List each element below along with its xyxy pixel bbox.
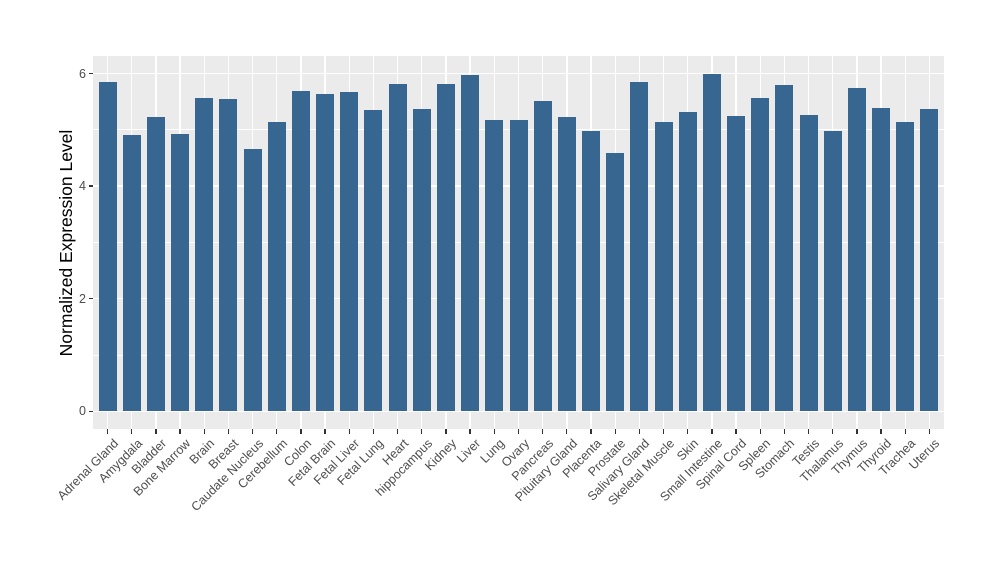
x-tick-mark: [517, 429, 520, 434]
y-tick-mark: [88, 72, 93, 75]
bar: [340, 92, 359, 412]
bar: [436, 83, 455, 412]
x-tick-mark: [469, 429, 471, 434]
bar: [654, 122, 673, 412]
x-tick-mark: [590, 429, 592, 434]
x-tick-mark: [445, 429, 447, 434]
x-tick-mark: [106, 429, 109, 434]
bar: [291, 90, 310, 412]
bar: [920, 108, 939, 412]
bar: [316, 93, 335, 412]
x-tick-mark: [179, 429, 181, 434]
y-tick-mark: [88, 410, 93, 412]
bar: [98, 81, 117, 412]
bar: [799, 115, 818, 412]
bar: [461, 75, 480, 412]
x-tick-mark: [711, 429, 713, 434]
x-tick-mark: [687, 429, 689, 434]
y-tick-label: 6: [79, 66, 86, 81]
x-tick-mark: [832, 429, 834, 434]
x-tick-mark: [928, 429, 931, 434]
x-tick-mark: [324, 429, 326, 434]
bar: [606, 152, 625, 412]
y-tick-mark: [88, 185, 93, 187]
x-tick-mark: [421, 429, 423, 434]
bar: [267, 122, 286, 412]
bar: [702, 74, 721, 412]
y-tick-label: 0: [79, 404, 86, 419]
bar: [509, 120, 528, 412]
x-tick-mark: [856, 429, 858, 434]
bar: [751, 97, 770, 412]
y-axis-title: Normalized Expression Level: [56, 129, 76, 357]
x-tick-mark: [493, 429, 495, 434]
x-tick-mark: [372, 429, 375, 434]
x-tick-mark: [300, 429, 302, 434]
y-tick-label: 2: [79, 291, 86, 306]
bar: [195, 98, 214, 412]
x-tick-mark: [155, 429, 157, 434]
x-tick-mark: [251, 429, 254, 434]
bar: [533, 101, 552, 412]
bar: [485, 120, 504, 412]
bar: [582, 130, 601, 412]
bar: [847, 88, 866, 412]
bar: [146, 117, 165, 412]
x-tick-mark: [203, 429, 205, 434]
x-tick-mark: [783, 429, 786, 434]
bar: [388, 83, 407, 412]
x-tick-mark: [566, 429, 568, 434]
bar: [896, 122, 915, 412]
x-tick-mark: [348, 429, 350, 434]
bar: [171, 133, 190, 412]
bar: [122, 135, 141, 412]
x-tick-mark: [662, 429, 665, 434]
bar: [630, 81, 649, 412]
bar: [775, 84, 794, 412]
bar: [364, 110, 383, 412]
y-tick-label: 4: [79, 179, 86, 194]
x-tick-mark: [904, 429, 906, 434]
bar: [243, 148, 262, 412]
x-tick-mark: [735, 429, 737, 434]
bar: [727, 116, 746, 412]
bar: [557, 117, 576, 412]
y-tick-mark: [88, 298, 93, 300]
bar: [219, 98, 238, 412]
bar: [823, 131, 842, 412]
x-tick-mark: [638, 429, 641, 434]
bar: [678, 111, 697, 412]
x-tick-mark: [880, 429, 882, 434]
bar: [412, 108, 431, 412]
bar: [872, 108, 891, 412]
x-tick-mark: [227, 429, 230, 434]
x-tick-mark: [276, 429, 278, 434]
x-tick-mark: [131, 429, 133, 434]
x-tick-mark: [759, 429, 761, 434]
plot-panel: [93, 56, 944, 429]
x-tick-mark: [542, 429, 544, 434]
x-tick-mark: [396, 429, 399, 434]
x-tick-mark: [614, 429, 616, 434]
x-tick-mark: [807, 429, 810, 434]
